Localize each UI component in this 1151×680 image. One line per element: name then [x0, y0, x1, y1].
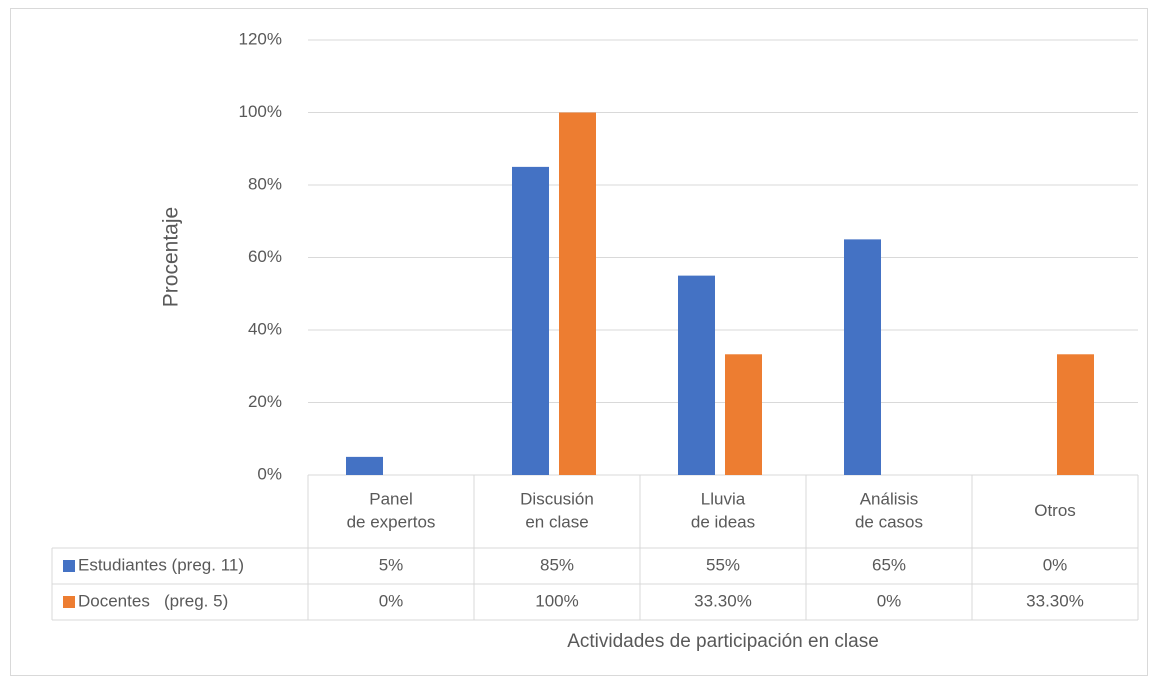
- table-cell: 33.30%: [1026, 591, 1084, 610]
- table-cell: 0%: [379, 591, 404, 610]
- label-line: Discusión: [520, 490, 594, 509]
- bar: [512, 166, 549, 475]
- label-line: Análisis: [860, 490, 919, 509]
- bar: [844, 239, 881, 475]
- table-cell: 55%: [706, 555, 740, 574]
- x-tick-label: Otros: [1034, 501, 1076, 520]
- legend-swatch: [63, 596, 75, 608]
- table-cell: 33.30%: [694, 591, 752, 610]
- y-tick-label: 120%: [239, 29, 282, 48]
- y-tick-label: 0%: [257, 464, 282, 483]
- bar: [678, 275, 715, 475]
- x-tick-label: Lluvia de ideas: [691, 490, 755, 532]
- bar: [346, 456, 383, 475]
- y-tick-label: 20%: [248, 392, 282, 411]
- y-tick-label: 100%: [239, 102, 282, 121]
- table-cell: 0%: [877, 591, 902, 610]
- y-tick-label: 40%: [248, 319, 282, 338]
- y-axis-title: Procentaje: [160, 207, 183, 307]
- x-tick-label: Discusión en clase: [520, 490, 594, 532]
- legend-label: Docentes (preg. 5): [78, 591, 228, 610]
- label-line: en clase: [525, 513, 588, 532]
- label-line: Lluvia: [701, 490, 746, 509]
- legend-label: Estudiantes (preg. 11): [78, 555, 244, 574]
- label-line: de expertos: [347, 513, 436, 532]
- label-line: de casos: [855, 513, 923, 532]
- y-tick-label: 80%: [248, 174, 282, 193]
- bar: [725, 354, 762, 475]
- label-line: de ideas: [691, 513, 755, 532]
- x-axis-title: Actividades de participación en clase: [567, 631, 879, 652]
- table-cell: 5%: [379, 555, 404, 574]
- x-tick-label: Análisis de casos: [855, 490, 923, 532]
- legend-swatch: [63, 560, 75, 572]
- x-tick-label: Panel de expertos: [347, 490, 436, 532]
- table-cell: 100%: [535, 591, 578, 610]
- table-cell: 65%: [872, 555, 906, 574]
- table-cell: 85%: [540, 555, 574, 574]
- bar: [559, 112, 596, 475]
- bar: [1057, 354, 1094, 475]
- table-cell: 0%: [1043, 555, 1068, 574]
- label-line: Panel: [369, 490, 412, 509]
- y-tick-label: 60%: [248, 247, 282, 266]
